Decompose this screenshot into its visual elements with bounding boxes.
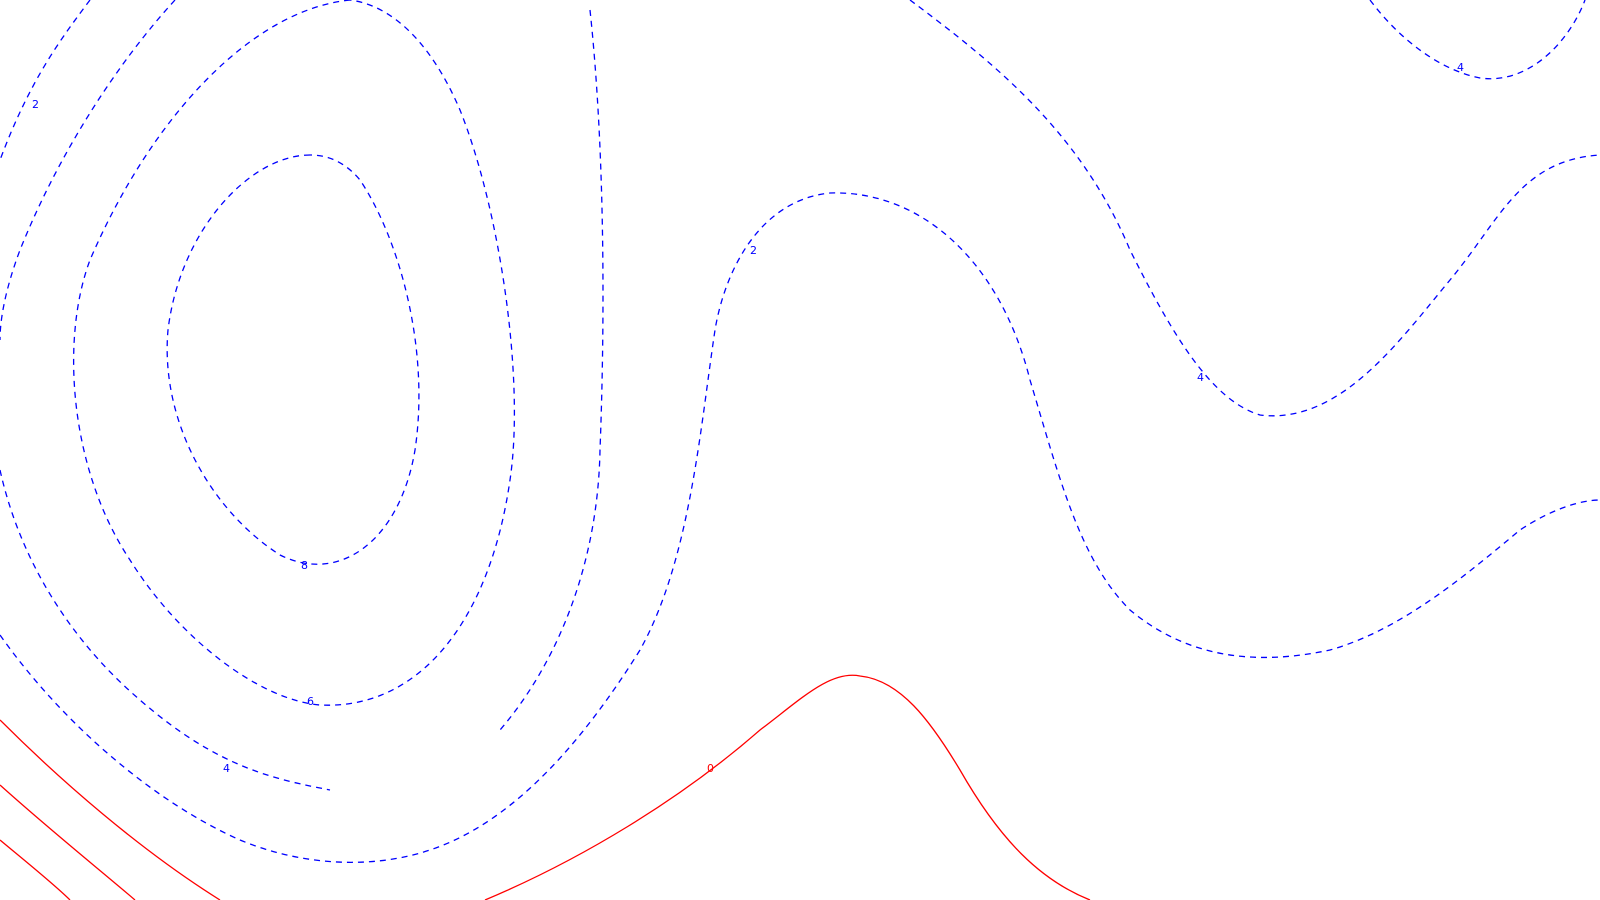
contour-label-4-right: 4 [1197, 371, 1204, 384]
contour-line-4-top-right [1369, 0, 1586, 80]
contour-label-0: 0 [707, 762, 714, 775]
contour-line-6 [73, 0, 516, 706]
contour-line-8 [166, 154, 420, 565]
contour-line-0-red-2 [0, 784, 136, 900]
contour-line-0-red-3 [0, 839, 71, 900]
contour-label-4-top-right: 4 [1457, 61, 1464, 74]
contour-line-4-right [909, 0, 1600, 417]
contour-line-2-left-lower [0, 469, 331, 791]
contour-line-2-right [499, 9, 604, 731]
contour-label-4-left: 4 [223, 762, 230, 775]
contour-line-0-red-1 [0, 719, 221, 900]
contour-line-2-left-outer [0, 0, 91, 161]
contour-line-0-red-main [484, 674, 1091, 900]
contour-label-8: 8 [301, 559, 308, 572]
contour-line-2-left-inner [0, 0, 176, 341]
contour-label-2-mid: 2 [750, 244, 757, 257]
contour-label-2-left: 2 [32, 98, 39, 111]
contour-label-6: 6 [307, 695, 314, 708]
contour-line-4-large [0, 192, 1600, 863]
